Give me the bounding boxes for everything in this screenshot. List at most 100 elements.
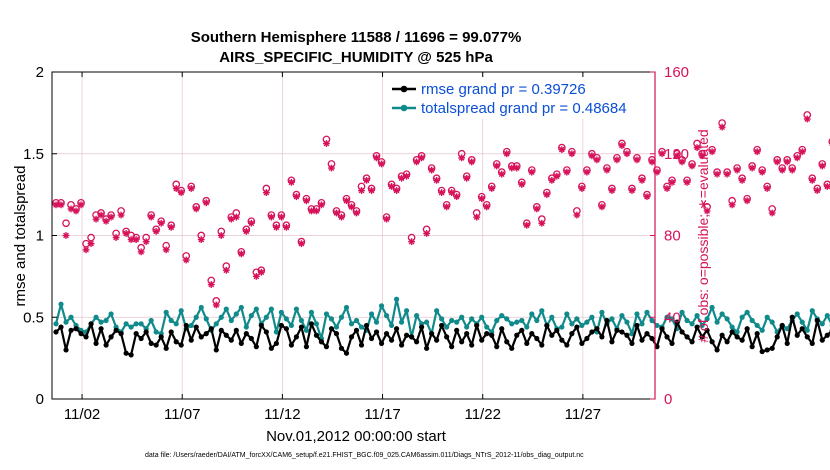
rmse-point: [629, 340, 635, 347]
obs-evaluated-point: [688, 162, 696, 170]
rmse-point: [238, 340, 244, 347]
star-stroke: [739, 177, 746, 184]
left-y-tick-label: 1: [36, 228, 44, 245]
rmse-point: [749, 344, 755, 350]
rmse-point: [719, 332, 725, 338]
star-stroke: [639, 177, 645, 184]
totalspread-point: [424, 319, 430, 325]
rmse-point: [789, 314, 795, 320]
totalspread-point: [569, 321, 575, 327]
totalspread-point: [398, 319, 405, 325]
rmse-point: [58, 324, 64, 330]
rmse-point: [253, 344, 259, 350]
totalspread-point: [729, 324, 735, 330]
obs-evaluated-point: [383, 215, 390, 223]
star-stroke: [63, 232, 69, 239]
star-stroke: [709, 148, 715, 155]
totalspread-point: [734, 329, 740, 335]
star-stroke: [338, 214, 345, 220]
totalspread-point: [529, 311, 535, 317]
star-stroke: [528, 169, 535, 176]
obs-evaluated-point: [232, 213, 240, 221]
rmse-point: [704, 327, 710, 333]
obs-evaluated-point: [668, 178, 676, 186]
obs-evaluated-point: [378, 160, 385, 168]
star-stroke: [88, 240, 94, 247]
totalspread-point: [589, 314, 595, 320]
star-stroke: [704, 208, 710, 214]
rmse-point: [744, 326, 750, 332]
obs-evaluated-point: [157, 219, 165, 227]
obs-evaluated-point: [257, 268, 265, 276]
left-y-tick-label: 0.5: [23, 309, 44, 326]
obs-evaluated-point: [808, 176, 816, 184]
star-stroke: [684, 179, 690, 186]
obs-evaluated-point: [518, 181, 526, 188]
star-stroke: [599, 204, 605, 210]
obs-evaluated-point: [793, 154, 801, 162]
star-stroke: [313, 208, 320, 214]
right-y-tick-label: 0: [664, 391, 672, 408]
rmse-point: [679, 329, 685, 335]
star-stroke: [233, 214, 240, 220]
star-stroke: [819, 163, 826, 169]
obs-evaluated-point: [373, 154, 380, 162]
totalspread-point: [383, 313, 390, 319]
x-axis-ticks: 11/02 11/07 11/12 11/17 11/22 11/27: [64, 72, 601, 423]
x-tick-label: 11/22: [464, 406, 500, 423]
rmse-point: [368, 335, 375, 342]
x-tick-label: 11/12: [264, 406, 300, 423]
rmse-point: [153, 342, 159, 348]
obs-evaluated-point: [162, 246, 170, 254]
obs-evaluated-point: [207, 281, 215, 288]
star-stroke: [543, 191, 550, 198]
rmse-point: [714, 347, 720, 353]
rmse-point: [584, 335, 590, 342]
totalspread-point: [123, 321, 129, 327]
obs-evaluated-point: [142, 238, 150, 246]
rmse-point: [799, 326, 805, 332]
star-stroke: [719, 124, 725, 131]
totalspread-point: [794, 311, 800, 317]
star-stroke: [143, 238, 150, 245]
obs-evaluated-point: [433, 176, 441, 184]
rmse-point: [233, 327, 239, 333]
rmse-point: [499, 326, 505, 332]
totalspread-point: [469, 316, 475, 322]
totalspread-point: [128, 324, 134, 330]
obs-evaluated-point: [783, 158, 791, 166]
rmse-point: [759, 348, 765, 355]
obs-evaluated-point: [758, 168, 766, 176]
rmse-point: [769, 345, 775, 351]
right-y-axis-ticks: 0 40 80 120 160: [650, 64, 689, 408]
obs-evaluated-point: [408, 238, 415, 246]
totalspread-point: [719, 311, 725, 317]
totalspread-point: [273, 329, 279, 335]
totalspread-point: [268, 306, 274, 312]
obs-evaluated-point: [673, 152, 681, 160]
star-stroke: [273, 224, 280, 231]
star-stroke: [168, 224, 175, 231]
star-stroke: [573, 212, 580, 218]
obs-evaluated-point: [293, 193, 300, 201]
totalspread-point: [739, 314, 745, 320]
x-tick-label: 11/07: [164, 406, 200, 423]
star-stroke: [248, 220, 255, 227]
totalspread-point: [293, 306, 300, 312]
obs-evaluated-point: [763, 185, 771, 192]
star-stroke: [278, 214, 285, 220]
totalspread-point: [233, 311, 239, 317]
rmse-point: [634, 322, 640, 329]
rmse-point: [489, 332, 495, 338]
star-stroke: [649, 159, 655, 165]
star-stroke: [328, 165, 335, 171]
star-stroke: [198, 236, 205, 243]
star-stroke: [308, 208, 315, 214]
obs-evaluated-point: [272, 223, 280, 231]
totalspread-point: [644, 309, 650, 315]
star-stroke: [769, 210, 776, 216]
obs-evaluated-point: [197, 236, 205, 243]
star-stroke: [619, 142, 625, 149]
obs-evaluated-point: [563, 168, 571, 176]
rmse-point: [243, 331, 249, 337]
